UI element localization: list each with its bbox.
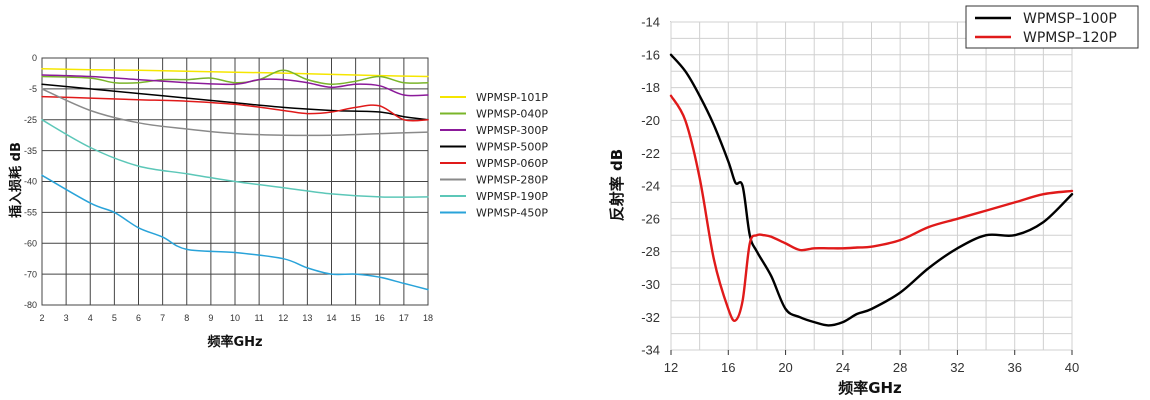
x-tick-label: 16 (375, 313, 385, 323)
x-ticks-left: 2 3 4 5 6 7 8 9 10 11 12 13 14 15 16 17 18 (39, 313, 433, 323)
y-tick-label: -28 (641, 244, 660, 259)
y-axis-label-left: 插入损耗 dB (8, 142, 24, 218)
legend-label: WPMSP-190P (476, 190, 548, 203)
y-tick-label: -22 (641, 146, 660, 161)
x-tick-label: 6 (136, 313, 141, 323)
x-tick-label: 2 (39, 313, 44, 323)
x-tick-label: 18 (423, 313, 433, 323)
x-tick-label: 7 (160, 313, 165, 323)
x-tick-label: 3 (64, 313, 69, 323)
legend-label: WPMSP-280P (476, 173, 548, 186)
series-left (41, 68, 429, 291)
x-tick-label: 15 (351, 313, 361, 323)
legend-right: WPMSP–100P WPMSP–120P (975, 11, 1117, 46)
y-axis-label-right: 反射率 dB (608, 149, 626, 221)
x-tick-label: 40 (1065, 360, 1079, 375)
y-tick-label: -70 (24, 269, 37, 279)
y-tick-label: -40 (24, 177, 37, 187)
x-tick-label: 32 (950, 360, 964, 375)
legend-label: WPMSP–100P (1023, 11, 1117, 27)
x-tick-label: 10 (230, 313, 240, 323)
y-tick-label: -25 (24, 115, 37, 125)
y-ticks-left: 0 -5 -25 -35 -40 -55 -60 -70 -80 (24, 53, 37, 310)
y-tick-label: -30 (641, 277, 660, 292)
y-tick-label: -55 (24, 208, 37, 218)
x-tick-label: 13 (302, 313, 312, 323)
series-line-wpmsp-190p (41, 119, 429, 198)
x-tick-label: 16 (721, 360, 735, 375)
y-tick-label: -24 (641, 179, 660, 194)
y-tick-label: -60 (24, 238, 37, 248)
x-tick-label: 28 (893, 360, 907, 375)
series-line-wpmsp-100p (669, 53, 1074, 327)
x-axis-label-left: 频率GHz (207, 334, 262, 350)
series-line-wpmsp-101p (41, 68, 429, 78)
legend-left: WPMSP-101P WPMSP-040P WPMSP-300P WPMSP-500P… (440, 91, 548, 219)
legend-label: WPMSP-040P (476, 107, 548, 120)
series-line-wpmsp-300p (41, 74, 429, 97)
series-line-wpmsp-280p (41, 88, 429, 137)
legend-label: WPMSP–120P (1023, 30, 1117, 46)
x-ticks-right: 12 16 20 24 28 32 36 40 (664, 350, 1079, 375)
legend-label: WPMSP-300P (476, 124, 548, 137)
x-tick-label: 17 (399, 313, 409, 323)
y-tick-label: -20 (641, 113, 660, 128)
y-tick-label: -34 (641, 343, 660, 358)
series-right (669, 53, 1074, 327)
y-tick-label: 0 (32, 53, 37, 63)
grid-right (670, 21, 1073, 351)
x-tick-label: 8 (184, 313, 189, 323)
legend-label: WPMSP-500P (476, 140, 548, 153)
x-tick-label: 9 (208, 313, 213, 323)
reflectivity-chart: 12 16 20 24 28 32 36 40 -14 -16 -18 -20 -22 -24 -26 -2… (608, 5, 1139, 397)
series-line-wpmsp-450p (41, 174, 429, 291)
legend-label: WPMSP-101P (476, 91, 548, 104)
legend-box-right (965, 5, 1139, 49)
x-tick-label: 11 (254, 313, 263, 323)
x-tick-label: 24 (836, 360, 850, 375)
series-line-wpmsp-060p (41, 95, 429, 122)
y-tick-label: -5 (29, 84, 37, 94)
x-tick-label: 4 (88, 313, 93, 323)
x-tick-label: 20 (778, 360, 792, 375)
x-axis-label-right: 频率GHz (838, 379, 902, 397)
legend-label: WPMSP-060P (476, 157, 548, 170)
x-tick-label: 36 (1007, 360, 1021, 375)
insertion-loss-chart: 2 3 4 5 6 7 8 9 10 11 12 13 14 15 16 17 18 0 -5 -25 -35 -40 -… (8, 53, 548, 350)
x-tick-label: 12 (664, 360, 678, 375)
legend-label: WPMSP-450P (476, 206, 548, 219)
x-tick-label: 12 (278, 313, 288, 323)
y-tick-label: -14 (641, 15, 660, 30)
y-tick-label: -32 (641, 310, 660, 325)
y-tick-label: -35 (24, 146, 37, 156)
x-tick-label: 5 (112, 313, 117, 323)
y-tick-label: -26 (641, 211, 660, 226)
x-tick-label: 14 (326, 313, 336, 323)
grid-left (41, 57, 429, 306)
y-tick-label: -18 (641, 80, 660, 95)
y-ticks-right: -14 -16 -18 -20 -22 -24 -26 -28 -30 -32 -34 (641, 15, 660, 358)
series-line-wpmsp-120p (669, 94, 1074, 322)
y-tick-label: -16 (641, 47, 660, 62)
y-tick-label: -80 (24, 300, 37, 310)
